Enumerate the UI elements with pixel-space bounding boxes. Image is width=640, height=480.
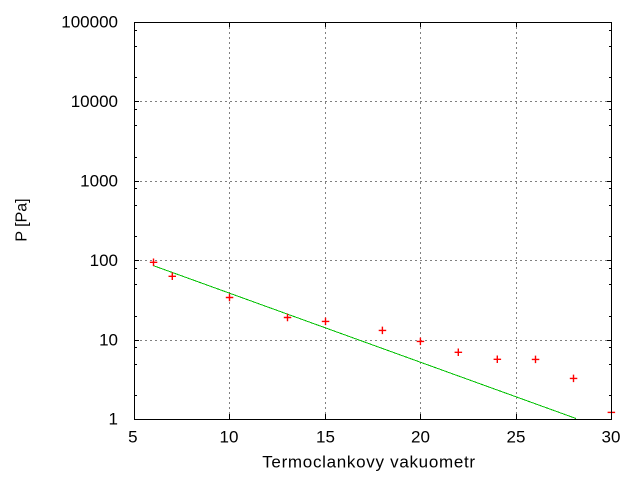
svg-text:15: 15 bbox=[316, 428, 335, 447]
svg-text:100000: 100000 bbox=[61, 13, 118, 32]
svg-text:5: 5 bbox=[128, 428, 137, 447]
svg-text:1000: 1000 bbox=[80, 172, 118, 191]
svg-text:Termoclankovy vakuometr: Termoclankovy vakuometr bbox=[262, 452, 476, 471]
svg-text:P [Pa]: P [Pa] bbox=[14, 198, 31, 241]
svg-text:10000: 10000 bbox=[71, 92, 118, 111]
svg-text:20: 20 bbox=[411, 428, 430, 447]
svg-text:1: 1 bbox=[109, 410, 118, 429]
svg-text:10: 10 bbox=[99, 330, 118, 349]
svg-text:30: 30 bbox=[602, 428, 621, 447]
svg-text:100: 100 bbox=[90, 251, 118, 270]
svg-text:25: 25 bbox=[507, 428, 526, 447]
svg-text:10: 10 bbox=[220, 428, 239, 447]
